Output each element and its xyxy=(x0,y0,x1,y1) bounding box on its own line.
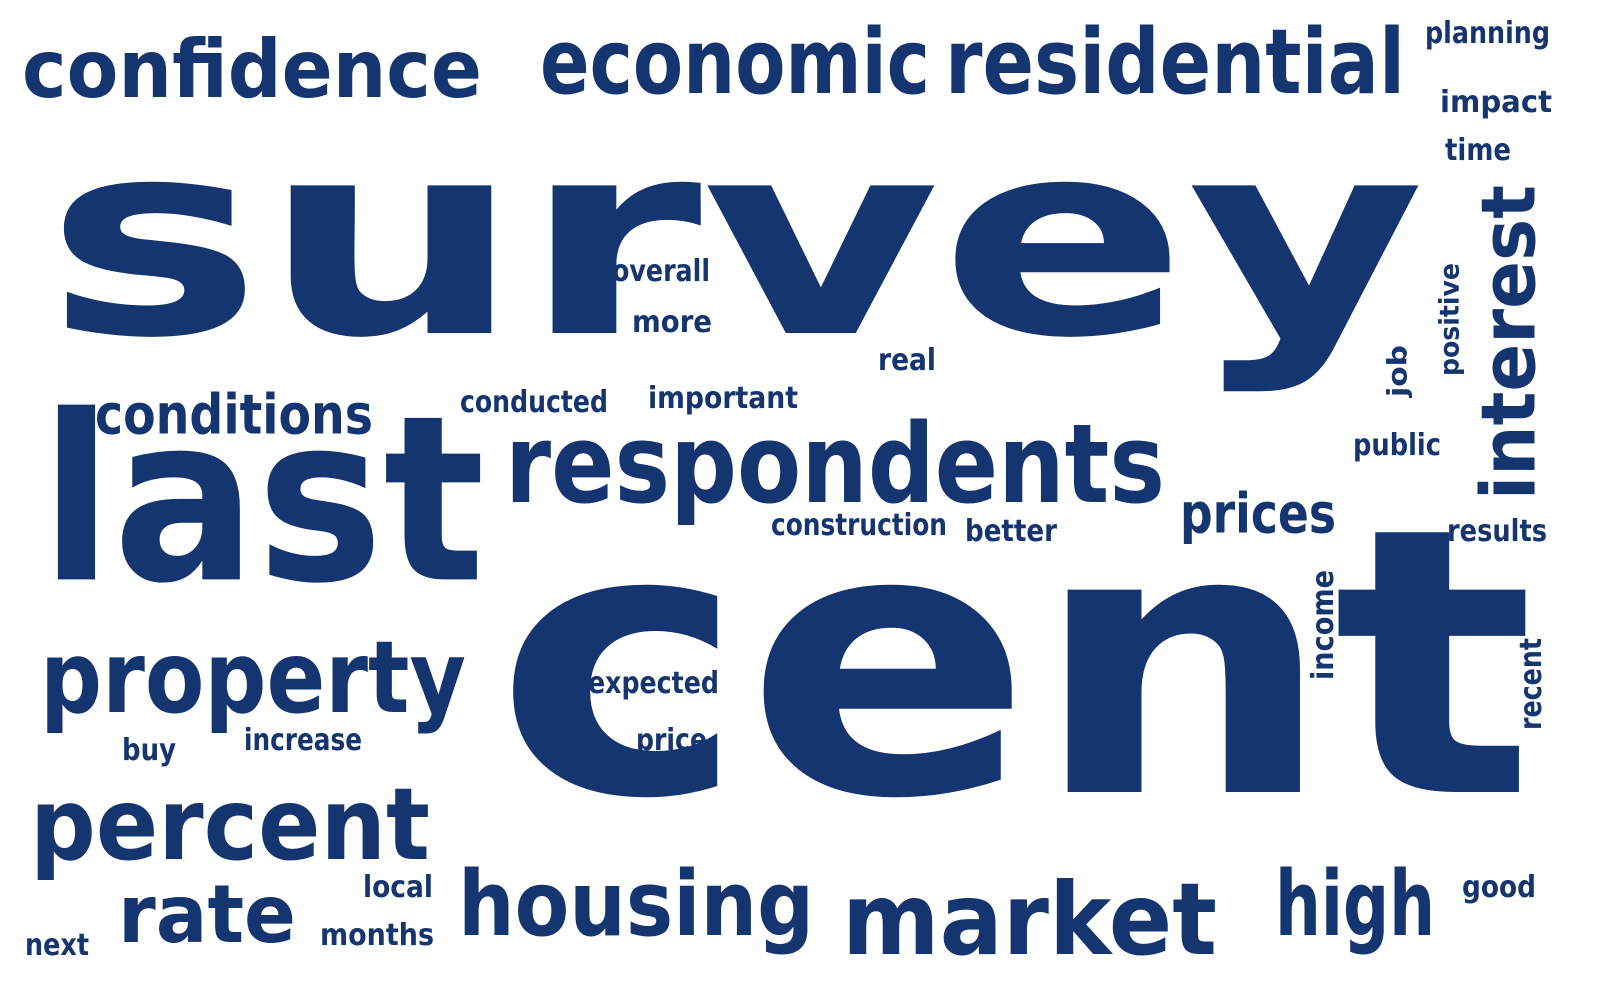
word-percent: percent xyxy=(30,767,430,883)
word-expected: expected xyxy=(588,664,719,700)
word-local: local xyxy=(363,868,433,904)
word-job: job xyxy=(1381,345,1413,397)
word-increase: increase xyxy=(244,721,362,757)
word-price: price xyxy=(636,721,707,757)
word-survey: survey xyxy=(45,82,1425,397)
word-real: real xyxy=(878,341,936,377)
word-market: market xyxy=(842,862,1217,978)
word-conducted: conducted xyxy=(460,383,608,419)
word-rate: rate xyxy=(118,867,296,962)
word-overall: overall xyxy=(612,252,710,288)
word-results: results xyxy=(1447,512,1547,548)
word-income: income xyxy=(1304,570,1340,680)
word-time: time xyxy=(1445,131,1511,167)
word-confidence: confidence xyxy=(22,22,482,117)
word-more: more xyxy=(632,303,712,339)
word-impact: impact xyxy=(1440,83,1552,119)
word-interest: interest xyxy=(1465,185,1553,500)
word-conditions: conditions xyxy=(95,383,373,448)
word-recent: recent xyxy=(1512,638,1548,730)
word-planning: planning xyxy=(1425,14,1550,51)
word-better: better xyxy=(965,512,1057,548)
word-housing: housing xyxy=(458,852,814,957)
word-construction: construction xyxy=(771,506,947,542)
word-high: high xyxy=(1275,852,1435,957)
word-public: public xyxy=(1353,426,1441,462)
word-positive: positive xyxy=(1433,263,1465,376)
word-economic: economic xyxy=(540,10,930,115)
word-cent: cent xyxy=(495,449,1535,880)
word-good: good xyxy=(1462,868,1536,904)
word-months: months xyxy=(320,916,434,952)
word-important: important xyxy=(648,379,798,415)
word-prices: prices xyxy=(1180,482,1336,547)
word-buy: buy xyxy=(122,731,176,767)
word-last: last xyxy=(40,365,485,634)
word-residential: residential xyxy=(945,10,1405,115)
word-respondents: respondents xyxy=(505,400,1165,529)
word-property: property xyxy=(40,620,466,736)
word-next: next xyxy=(25,926,89,962)
